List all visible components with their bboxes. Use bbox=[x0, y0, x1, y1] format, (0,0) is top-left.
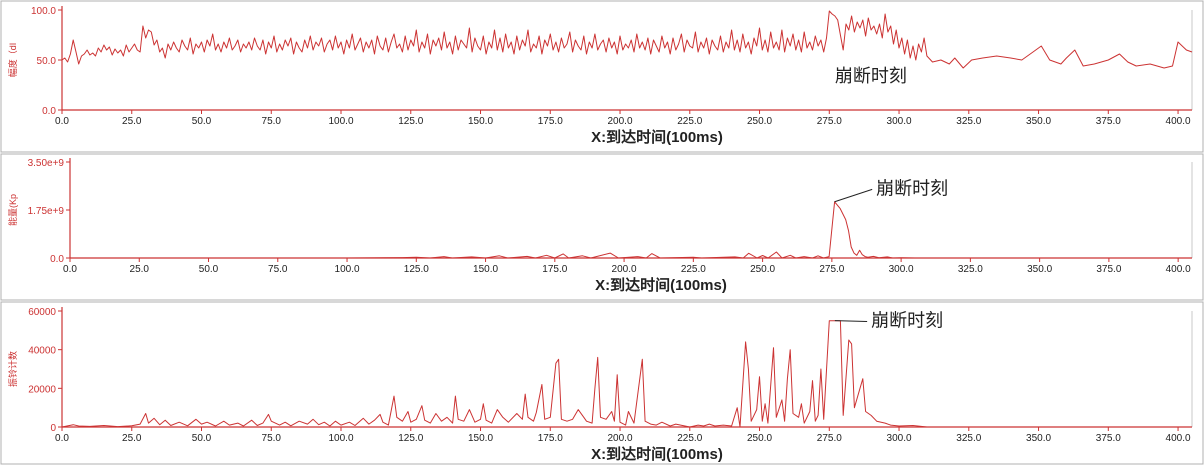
x-tick-label: 400.0 bbox=[1166, 116, 1191, 127]
x-tick-label: 200.0 bbox=[612, 264, 637, 275]
x-tick-label: 325.0 bbox=[958, 264, 983, 275]
x-tick-label: 75.0 bbox=[262, 116, 282, 127]
x-tick-label: 50.0 bbox=[192, 433, 212, 444]
series-line-3 bbox=[61, 320, 1192, 428]
x-tick-label: 0.0 bbox=[55, 116, 69, 127]
x-tick-label: 400.0 bbox=[1166, 433, 1191, 444]
x-tick-label: 275.0 bbox=[817, 433, 842, 444]
panel-frame-1 bbox=[0, 0, 1204, 153]
x-tick-label: 350.0 bbox=[1026, 116, 1051, 127]
x-tick-label: 50.0 bbox=[199, 264, 219, 275]
panel-frame-3 bbox=[0, 301, 1204, 465]
x-tick-label: 250.0 bbox=[747, 116, 772, 127]
x-tick-label: 125.0 bbox=[398, 116, 423, 127]
x-tick-label: 250.0 bbox=[750, 264, 775, 275]
x-tick-label: 225.0 bbox=[681, 264, 706, 275]
y-tick-label: 0.0 bbox=[42, 106, 56, 117]
annotation-leader-2 bbox=[834, 188, 873, 203]
x-tick-label: 125.0 bbox=[398, 433, 423, 444]
x-tick-label: 375.0 bbox=[1096, 116, 1121, 127]
x-axis-label: X:到达时间(100ms) bbox=[591, 128, 723, 146]
x-tick-label: 325.0 bbox=[956, 433, 981, 444]
x-tick-label: 200.0 bbox=[608, 433, 633, 444]
x-tick-label: 0.0 bbox=[55, 433, 69, 444]
x-tick-label: 75.0 bbox=[268, 264, 288, 275]
x-tick-label: 200.0 bbox=[608, 116, 633, 127]
y-axis-label: 振铃计数 bbox=[7, 351, 18, 387]
x-tick-label: 150.0 bbox=[468, 433, 493, 444]
x-axis-label: X:到达时间(100ms) bbox=[595, 276, 727, 294]
y-tick-label: 20000 bbox=[28, 384, 56, 395]
panel-frame-2 bbox=[0, 153, 1204, 301]
x-tick-label: 400.0 bbox=[1166, 264, 1191, 275]
series-line-1 bbox=[61, 10, 1193, 69]
x-tick-label: 25.0 bbox=[122, 433, 142, 444]
annotation-leader-3 bbox=[834, 320, 868, 322]
annotation-label: 崩断时刻 bbox=[835, 66, 907, 86]
x-tick-label: 325.0 bbox=[956, 116, 981, 127]
y-tick-label: 1.75e+9 bbox=[28, 206, 65, 217]
y-tick-label: 100.0 bbox=[31, 6, 56, 17]
x-axis-label: X:到达时间(100ms) bbox=[591, 445, 723, 463]
x-tick-label: 25.0 bbox=[122, 116, 142, 127]
x-tick-label: 375.0 bbox=[1096, 433, 1121, 444]
x-tick-label: 300.0 bbox=[887, 433, 912, 444]
x-tick-label: 0.0 bbox=[63, 264, 77, 275]
x-tick-label: 175.0 bbox=[538, 116, 563, 127]
x-tick-label: 100.0 bbox=[328, 116, 353, 127]
x-tick-label: 175.0 bbox=[538, 433, 563, 444]
x-tick-label: 100.0 bbox=[335, 264, 360, 275]
y-tick-label: 40000 bbox=[28, 346, 56, 357]
x-tick-label: 75.0 bbox=[262, 433, 282, 444]
x-tick-label: 225.0 bbox=[677, 433, 702, 444]
y-tick-label: 3.50e+9 bbox=[28, 158, 65, 169]
x-tick-label: 150.0 bbox=[473, 264, 498, 275]
x-tick-label: 300.0 bbox=[887, 116, 912, 127]
x-tick-label: 100.0 bbox=[328, 433, 353, 444]
x-tick-label: 225.0 bbox=[677, 116, 702, 127]
y-tick-label: 50.0 bbox=[37, 56, 57, 67]
x-tick-label: 150.0 bbox=[468, 116, 493, 127]
x-tick-label: 125.0 bbox=[404, 264, 429, 275]
y-tick-label: 0 bbox=[50, 423, 56, 434]
y-axis-label: 幅度（dI bbox=[7, 43, 18, 78]
x-tick-label: 50.0 bbox=[192, 116, 212, 127]
x-tick-label: 375.0 bbox=[1096, 264, 1121, 275]
annotation-label: 崩断时刻 bbox=[876, 178, 948, 198]
x-tick-label: 25.0 bbox=[130, 264, 150, 275]
annotation-label: 崩断时刻 bbox=[871, 310, 943, 330]
x-tick-label: 300.0 bbox=[889, 264, 914, 275]
x-tick-label: 275.0 bbox=[817, 116, 842, 127]
x-tick-label: 250.0 bbox=[747, 433, 772, 444]
x-tick-label: 350.0 bbox=[1027, 264, 1052, 275]
y-tick-label: 0.0 bbox=[50, 254, 64, 265]
y-tick-label: 60000 bbox=[28, 307, 56, 318]
x-tick-label: 350.0 bbox=[1026, 433, 1051, 444]
series-line-2 bbox=[70, 201, 1192, 259]
y-axis-label: 能量(Kp bbox=[7, 194, 18, 226]
x-tick-label: 275.0 bbox=[819, 264, 844, 275]
x-tick-label: 175.0 bbox=[542, 264, 567, 275]
